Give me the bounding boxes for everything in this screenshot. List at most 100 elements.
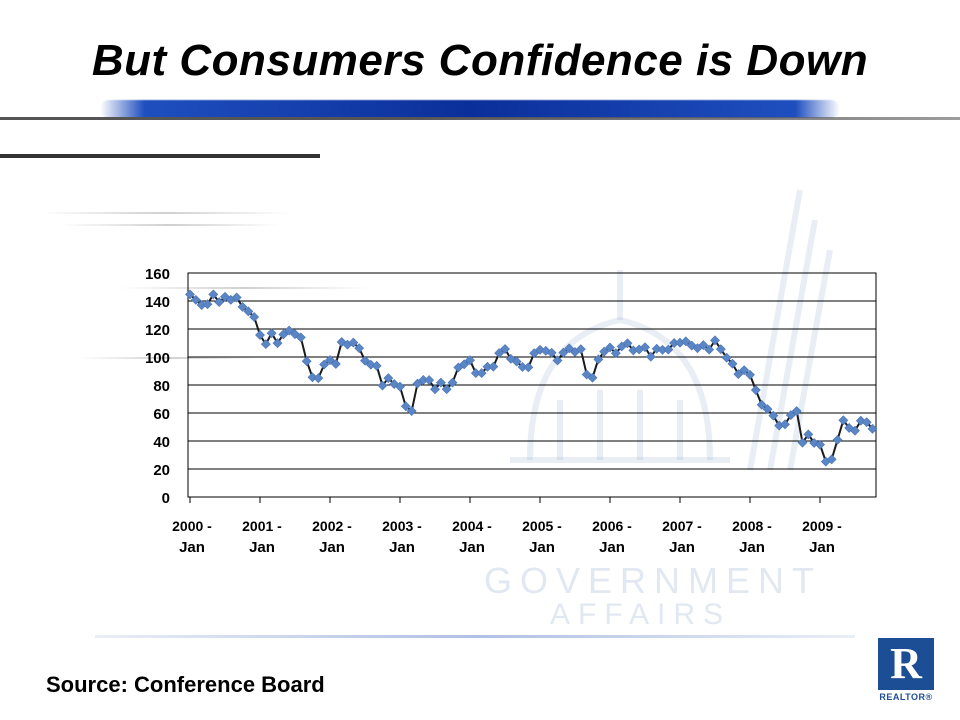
- data-point: [325, 355, 335, 366]
- data-point: [272, 338, 283, 349]
- data-point: [354, 343, 365, 354]
- data-point: [727, 358, 738, 369]
- data-point: [441, 384, 452, 395]
- data-point: [587, 372, 598, 383]
- x-tick-label-month: Jan: [669, 539, 695, 556]
- data-point: [785, 410, 796, 421]
- x-tick-label-year: 2005 -: [522, 518, 562, 534]
- data-point: [610, 348, 621, 359]
- data-point: [214, 297, 225, 308]
- data-point: [412, 378, 423, 389]
- footer-divider: [95, 635, 855, 638]
- data-point: [307, 372, 318, 383]
- data-point: [459, 359, 470, 370]
- data-point: [231, 292, 242, 303]
- data-point: [733, 369, 744, 380]
- data-point: [622, 338, 633, 349]
- data-point: [750, 385, 761, 395]
- data-point: [511, 356, 522, 367]
- x-tick-label-year: 2002 -: [312, 518, 352, 534]
- data-point: [202, 299, 213, 310]
- x-tick-label-month: Jan: [179, 539, 205, 556]
- data-point: [593, 354, 604, 365]
- data-point: [185, 289, 195, 300]
- data-point: [867, 423, 878, 434]
- data-point: [605, 342, 615, 353]
- data-point: [599, 346, 610, 357]
- data-point: [645, 351, 656, 362]
- data-point: [313, 373, 324, 384]
- data-point: [739, 365, 750, 376]
- data-point: [780, 419, 790, 430]
- decorative-line: [40, 212, 290, 214]
- data-point: [243, 306, 254, 317]
- data-point: [284, 325, 295, 336]
- data-point: [850, 425, 860, 436]
- data-point: [558, 347, 569, 358]
- y-tick-label: 160: [145, 266, 170, 283]
- data-point: [465, 355, 475, 366]
- x-tick-label-month: Jan: [739, 539, 765, 556]
- data-point: [552, 355, 563, 366]
- x-tick-label-month: Jan: [319, 539, 345, 556]
- realtor-logo-text: REALTOR®: [879, 692, 933, 702]
- x-tick-label-year: 2001 -: [242, 518, 282, 534]
- data-point: [249, 312, 260, 322]
- data-point: [488, 361, 499, 372]
- decorative-line: [120, 287, 370, 289]
- x-tick-label-year: 2008 -: [732, 518, 772, 534]
- data-point: [797, 437, 808, 448]
- data-point: [430, 384, 440, 395]
- x-tick-label-year: 2003 -: [382, 518, 422, 534]
- y-tick-label: 0: [162, 490, 170, 507]
- x-tick-label-month: Jan: [249, 539, 275, 556]
- data-point: [494, 348, 505, 359]
- watermark-line-2: AFFAIRS: [550, 598, 732, 631]
- data-point: [704, 344, 715, 355]
- data-point: [260, 339, 271, 350]
- data-point: [768, 410, 779, 421]
- realtor-logo-letter: R: [890, 639, 922, 688]
- data-point: [435, 377, 446, 388]
- data-point: [721, 352, 732, 363]
- header-divider: [0, 117, 960, 120]
- x-tick-label-month: Jan: [459, 539, 485, 556]
- header-sub-divider: [0, 154, 320, 158]
- data-point: [476, 368, 487, 379]
- data-point: [208, 289, 219, 300]
- x-tick-label-year: 2000 -: [172, 518, 212, 534]
- data-point: [575, 344, 586, 355]
- series-line: [189, 292, 874, 463]
- data-point: [756, 399, 767, 410]
- y-tick-label: 40: [153, 434, 170, 451]
- data-point: [400, 401, 411, 412]
- data-point: [791, 406, 802, 416]
- data-point: [237, 301, 248, 312]
- slide-title: But Consumers Confidence is Down: [91, 36, 869, 85]
- x-tick-label-year: 2004 -: [452, 518, 492, 534]
- data-point: [371, 360, 382, 371]
- data-point: [680, 336, 691, 347]
- data-point: [319, 359, 330, 370]
- data-point: [424, 375, 435, 386]
- data-point: [395, 381, 405, 392]
- data-point: [266, 328, 277, 339]
- x-tick-label-year: 2006 -: [592, 518, 632, 534]
- realtor-logo-box: R: [878, 638, 934, 690]
- x-tick-label-year: 2009 -: [802, 518, 842, 534]
- data-point: [278, 329, 289, 340]
- data-point: [348, 337, 359, 348]
- data-point: [500, 344, 510, 354]
- data-point: [383, 373, 394, 384]
- decorative-line: [60, 224, 280, 226]
- data-point: [698, 340, 709, 351]
- data-point: [330, 359, 341, 369]
- data-point: [523, 362, 534, 373]
- decorative-line: [80, 357, 260, 359]
- data-point: [838, 415, 849, 426]
- x-tick-label-month: Jan: [809, 539, 835, 556]
- x-tick-label-year: 2007 -: [662, 518, 702, 534]
- data-point: [406, 406, 417, 416]
- data-point: [255, 330, 265, 340]
